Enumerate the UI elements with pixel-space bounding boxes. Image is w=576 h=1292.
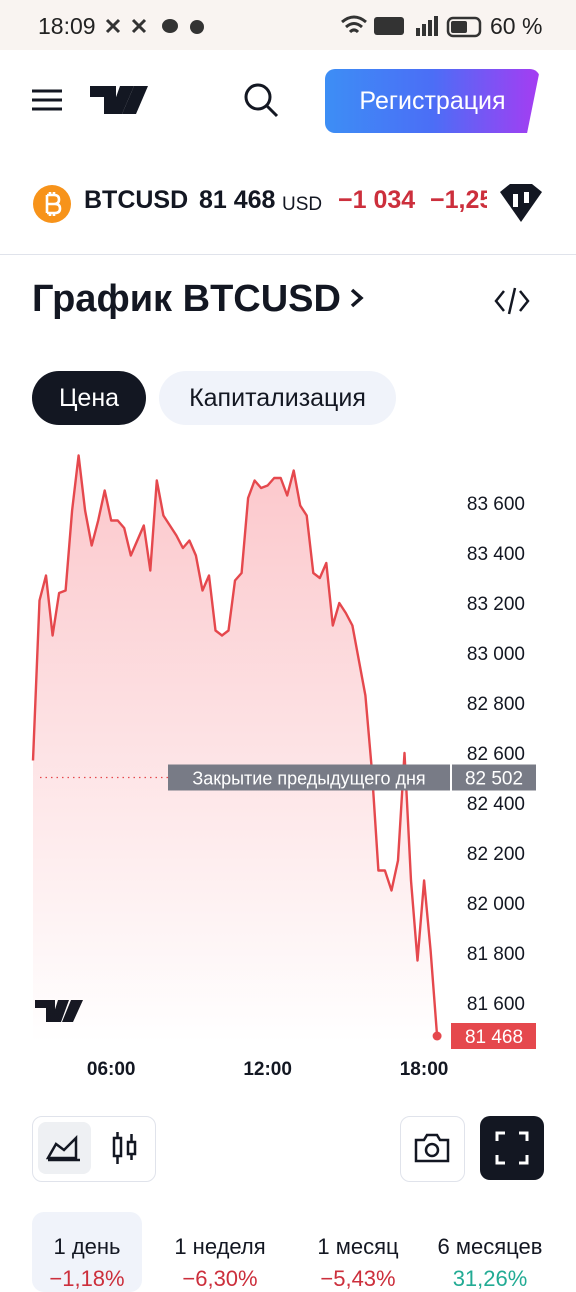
- last-price-value: 81 468: [465, 1027, 523, 1048]
- previous-close-value: 82 502: [465, 769, 523, 790]
- y-tick-label: 82 800: [467, 694, 525, 715]
- area-icon: [46, 1134, 80, 1162]
- pro-icon[interactable]: [498, 182, 544, 224]
- divider: [0, 254, 576, 255]
- x-tick-label: 06:00: [87, 1059, 136, 1080]
- period-change: −6,30%: [182, 1266, 258, 1291]
- y-tick-label: 83 000: [467, 644, 525, 665]
- candles-icon[interactable]: [110, 1130, 140, 1166]
- section-title-text: График BTCUSD: [32, 278, 341, 320]
- period-label: 1 неделя: [174, 1234, 266, 1259]
- price-chart: 81 600 81 800 82 000 82 200 82 400 82 600 82 8…: [31, 454, 536, 1080]
- area-fill: [33, 455, 438, 1043]
- x-tick-label: 18:00: [400, 1059, 449, 1080]
- embed-icon[interactable]: [494, 286, 530, 316]
- price-line: [31, 454, 439, 1037]
- y-tick-label: 82 200: [467, 844, 525, 865]
- y-tick-label: 82 000: [467, 894, 525, 915]
- section-title[interactable]: График BTCUSD: [32, 278, 367, 321]
- register-button[interactable]: Регистрация: [325, 69, 540, 133]
- y-tick-label: 82 400: [467, 794, 525, 815]
- logo[interactable]: [90, 84, 150, 116]
- screenshot-button[interactable]: [400, 1116, 465, 1182]
- chevron: [350, 288, 364, 308]
- ticker-currency: USD: [282, 194, 323, 215]
- search-icon[interactable]: [243, 82, 279, 118]
- camera-icon: [414, 1133, 450, 1163]
- y-tick-label: 81 600: [467, 994, 525, 1015]
- status-time: 18:09: [38, 13, 96, 39]
- last-point: [432, 1031, 442, 1041]
- status-icons: [105, 18, 204, 34]
- period-change: −5,43%: [320, 1266, 396, 1291]
- previous-close-label-bg: [168, 764, 450, 791]
- fullscreen-icon: [495, 1131, 529, 1165]
- period-tab[interactable]: 1 неделя −6,30%: [152, 1234, 288, 1292]
- ticker-change: −1 034: [338, 186, 416, 214]
- ticker-change-pct: −1,25%: [430, 186, 487, 214]
- previous-close-label: Закрытие предыдущего дня: [192, 769, 425, 789]
- bitcoin-icon: [33, 185, 71, 223]
- ticker-price: 81 468: [199, 186, 276, 214]
- period-label: 1 месяц: [317, 1234, 399, 1259]
- y-tick-label: 82 600: [467, 744, 525, 765]
- status-bar: 18:09 60 %: [0, 0, 576, 50]
- period-label: 1 день: [53, 1234, 121, 1259]
- ticker-symbol[interactable]: BTCUSD: [84, 186, 189, 214]
- y-tick-label: 81 800: [467, 944, 525, 965]
- period-tab[interactable]: 1 день −1,18%: [32, 1234, 142, 1292]
- y-tick-label: 83 400: [467, 544, 525, 565]
- period-change: −1,18%: [49, 1266, 125, 1291]
- x-tick-label: 12:00: [243, 1059, 292, 1080]
- period-change: 31,26%: [452, 1266, 528, 1291]
- tab-price[interactable]: Цена: [32, 371, 146, 425]
- signal-icons: [341, 15, 482, 38]
- last-price-bg: [451, 1023, 536, 1049]
- previous-close-value-bg: [452, 764, 536, 791]
- chart-style-group: [32, 1116, 156, 1182]
- y-tick-label: 83 200: [467, 594, 525, 615]
- tab-capitalization[interactable]: Капитализация: [159, 371, 396, 425]
- y-tick-label: 83 600: [467, 494, 525, 515]
- period-tab[interactable]: 6 месяцев 31,26%: [430, 1234, 550, 1292]
- period-label: 6 месяцев: [437, 1234, 543, 1259]
- period-tab[interactable]: 1 месяц −5,43%: [290, 1234, 426, 1292]
- period-selected-bg: [32, 1212, 142, 1292]
- menu-icon[interactable]: [32, 88, 62, 112]
- battery-level: 60 %: [490, 13, 543, 39]
- fullscreen-button[interactable]: [480, 1116, 544, 1180]
